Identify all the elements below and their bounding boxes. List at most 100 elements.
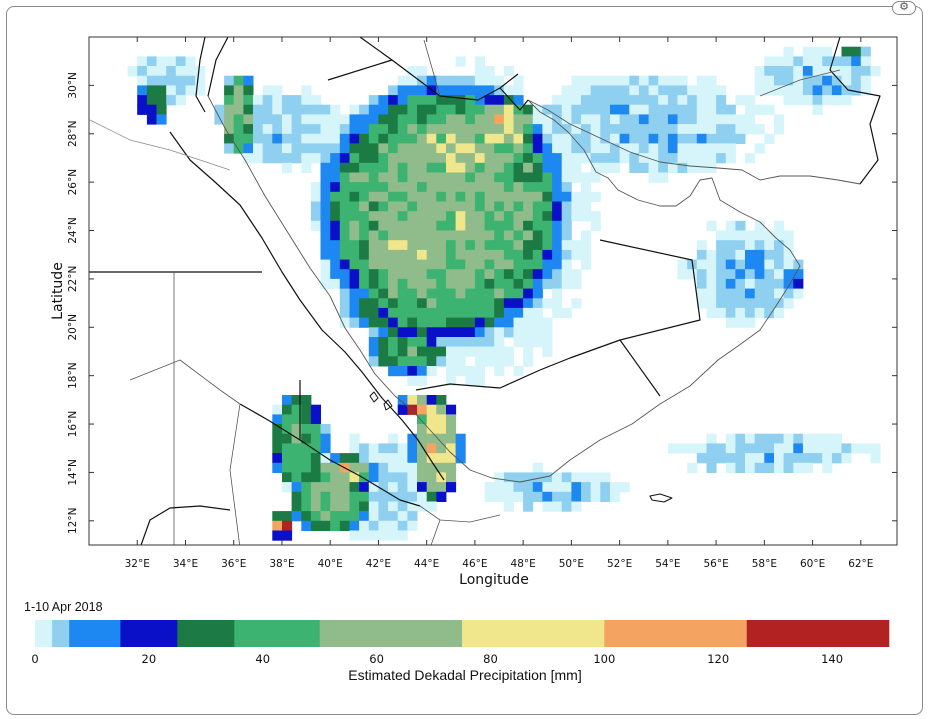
precip-cell: [272, 462, 283, 473]
precip-cell: [359, 462, 370, 473]
precip-cell: [513, 211, 524, 222]
precip-cell: [291, 491, 302, 502]
precip-cell: [282, 133, 293, 144]
precip-cell: [812, 85, 823, 96]
precip-cell: [146, 56, 157, 67]
settings-toggle-button[interactable]: ⚙: [892, 0, 916, 15]
precip-cell: [301, 133, 312, 144]
precip-cell: [696, 133, 707, 144]
precip-cell: [465, 153, 476, 164]
precip-cell: [774, 288, 785, 299]
precip-cell: [629, 143, 640, 154]
precip-cell: [426, 424, 437, 435]
precip-cell: [320, 124, 331, 135]
precip-cell: [494, 298, 505, 309]
lon-tick-label: 54°E: [655, 558, 680, 570]
precip-cell: [224, 114, 235, 125]
precip-cell: [359, 453, 370, 464]
precip-cell: [349, 220, 360, 231]
lon-tick-label: 56°E: [703, 558, 728, 570]
precip-cell: [667, 443, 678, 454]
precip-cell: [407, 182, 418, 193]
precip-cell: [426, 104, 437, 115]
precip-cell: [841, 46, 852, 57]
precip-cell: [417, 143, 428, 154]
precip-cell: [571, 482, 582, 493]
precip-cell: [417, 85, 428, 96]
precip-cell: [465, 95, 476, 106]
precip-cell: [368, 520, 379, 531]
precip-cell: [417, 153, 428, 164]
precip-cell: [484, 143, 495, 154]
precip-cell: [629, 104, 640, 115]
precip-cell: [793, 269, 804, 280]
precip-cell: [610, 104, 621, 115]
colorbar-bin: [177, 620, 235, 647]
precip-cell: [407, 133, 418, 144]
precip-cell: [523, 220, 534, 231]
precip-cell: [436, 153, 447, 164]
precip-cell: [310, 114, 321, 125]
precip-cell: [349, 317, 360, 328]
precip-cell: [339, 240, 350, 251]
precip-cell: [725, 462, 736, 473]
precip-cell: [378, 230, 389, 241]
precip-cell: [359, 153, 370, 164]
precipitation-layer: [127, 46, 881, 541]
precip-cell: [349, 143, 360, 154]
precip-cell: [600, 104, 611, 115]
precip-cell: [571, 240, 582, 251]
precip-cell: [802, 433, 813, 444]
precip-cell: [725, 433, 736, 444]
precip-cell: [687, 153, 698, 164]
precip-cell: [262, 133, 273, 144]
precip-cell: [513, 472, 524, 483]
precip-cell: [436, 327, 447, 338]
precip-cell: [687, 462, 698, 473]
precip-cell: [407, 269, 418, 280]
precip-cell: [137, 85, 148, 96]
precip-cell: [484, 356, 495, 367]
precip-cell: [368, 182, 379, 193]
precip-cell: [590, 153, 601, 164]
precip-cell: [320, 501, 331, 512]
precip-cell: [474, 211, 485, 222]
precip-cell: [581, 259, 592, 270]
precip-cell: [378, 240, 389, 251]
precip-cell: [359, 133, 370, 144]
precip-cell: [282, 462, 293, 473]
precip-cell: [503, 143, 514, 154]
precip-cell: [571, 104, 582, 115]
precip-cell: [397, 317, 408, 328]
precip-cell: [802, 443, 813, 454]
precip-cell: [774, 75, 785, 86]
precip-cell: [725, 133, 736, 144]
precip-cell: [764, 453, 775, 464]
precip-cell: [397, 259, 408, 270]
precip-cell: [774, 249, 785, 261]
lat-tick-label: 16°N: [67, 411, 79, 437]
precip-cell: [725, 230, 736, 241]
precip-cell: [474, 249, 485, 261]
precip-cell: [272, 530, 283, 541]
precip-cell: [600, 133, 611, 144]
precip-cell: [378, 124, 389, 135]
precip-cell: [368, 307, 379, 319]
precip-cell: [349, 453, 360, 464]
precip-cell: [330, 249, 341, 261]
precip-cell: [349, 433, 360, 444]
precip-cell: [310, 491, 321, 502]
precip-cell: [407, 114, 418, 125]
precip-cell: [349, 182, 360, 193]
precip-cell: [494, 491, 505, 502]
precip-cell: [783, 259, 794, 270]
precip-cell: [783, 278, 794, 290]
precip-cell: [590, 143, 601, 154]
precip-cell: [407, 124, 418, 135]
precip-cell: [330, 153, 341, 164]
precip-cell: [368, 491, 379, 502]
precip-cell: [523, 269, 534, 280]
precip-cell: [465, 220, 476, 231]
precip-cell: [417, 375, 428, 386]
precip-cell: [243, 104, 254, 115]
